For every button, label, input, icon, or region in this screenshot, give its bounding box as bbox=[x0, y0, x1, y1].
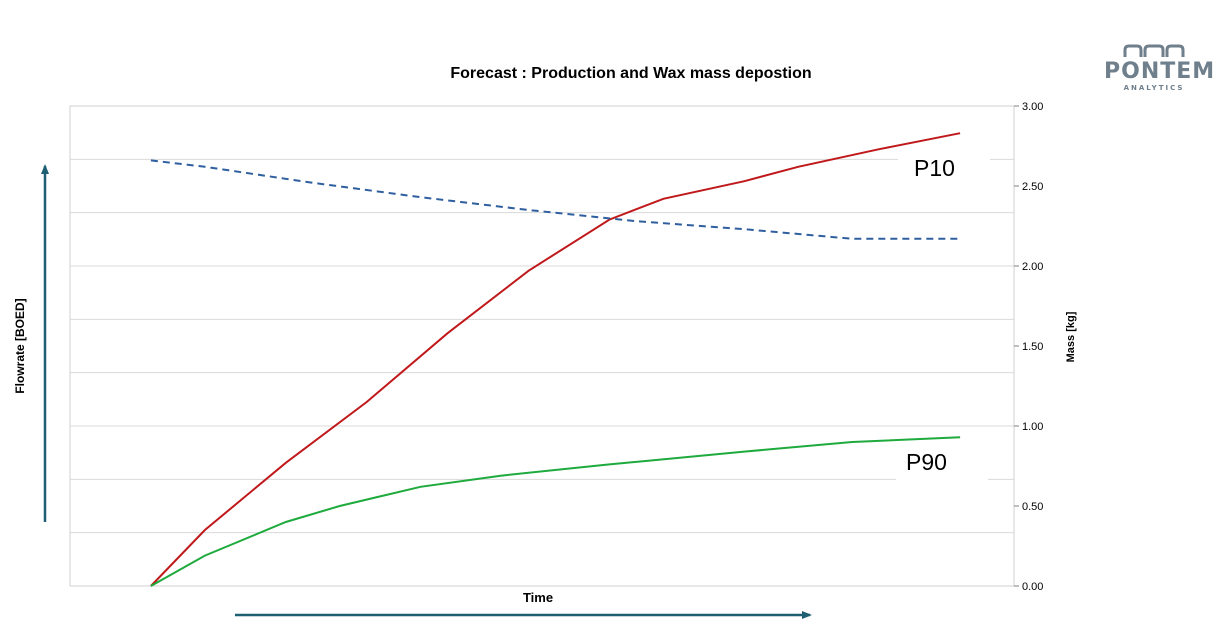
logo-tagline: ANALYTICS bbox=[1123, 84, 1185, 92]
right-axis-tick-label: 2.50 bbox=[1022, 181, 1043, 193]
series-line-p90 bbox=[150, 436, 961, 587]
right-axis-tick-label: 0.50 bbox=[1022, 501, 1043, 513]
right-axis-tick-label: 2.00 bbox=[1022, 261, 1043, 273]
y-axis-label-left: Flowrate [BOED] bbox=[13, 298, 27, 393]
p10-label-box bbox=[898, 150, 990, 184]
series-line-p10 bbox=[150, 132, 961, 587]
right-axis-tick-label: 3.00 bbox=[1022, 101, 1043, 113]
series-layer bbox=[150, 132, 961, 587]
right-axis-tick-label: 1.00 bbox=[1022, 421, 1043, 433]
y-axis-label-right: Mass [kg] bbox=[1065, 311, 1077, 362]
p90-label: P90 bbox=[906, 449, 947, 475]
series-line-dashed-2 bbox=[150, 159, 961, 240]
right-axis-ticks: 0.00 0.50 1.00 1.50 2.00 2.50 3.00 bbox=[1014, 101, 1043, 593]
pontem-logo: PONTEM ANALYTICS bbox=[1104, 44, 1216, 104]
x-axis-label: Time bbox=[523, 590, 553, 605]
grid-lines bbox=[70, 158, 1014, 534]
chart-title: Forecast : Production and Wax mass depos… bbox=[450, 65, 811, 82]
pontem-logo-arches-icon bbox=[1123, 44, 1185, 57]
p90-label-box bbox=[896, 444, 988, 480]
right-axis-tick-label: 0.00 bbox=[1022, 581, 1043, 593]
logo-wordmark: PONTEM bbox=[1104, 59, 1216, 84]
plot-area bbox=[69, 105, 1015, 587]
p10-label: P10 bbox=[914, 155, 955, 181]
right-axis-tick-label: 1.50 bbox=[1022, 341, 1043, 353]
